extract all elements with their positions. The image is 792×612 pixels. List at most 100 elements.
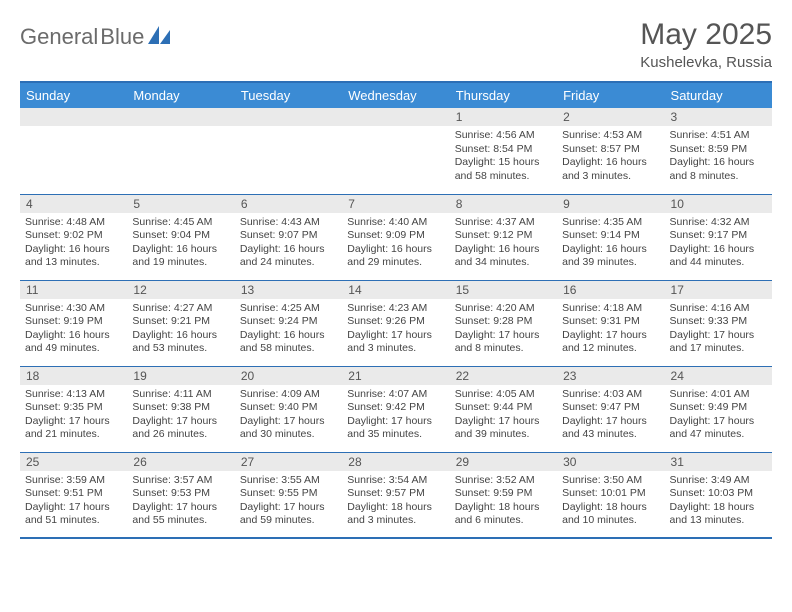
day-sunrise: Sunrise: 3:49 AM xyxy=(670,474,767,488)
day-sunset: Sunset: 9:28 PM xyxy=(455,315,552,329)
day-sunrise: Sunrise: 4:56 AM xyxy=(455,129,552,143)
day-number: 15 xyxy=(450,281,557,299)
day-daylight: Daylight: 16 hours and 8 minutes. xyxy=(670,156,767,183)
day-sunrise: Sunrise: 3:57 AM xyxy=(132,474,229,488)
day-data: Sunrise: 4:48 AMSunset: 9:02 PMDaylight:… xyxy=(20,213,127,274)
day-number xyxy=(127,108,234,126)
day-daylight: Daylight: 17 hours and 51 minutes. xyxy=(25,501,122,528)
day-sunrise: Sunrise: 4:18 AM xyxy=(562,302,659,316)
day-number: 28 xyxy=(342,453,449,471)
day-daylight: Daylight: 18 hours and 6 minutes. xyxy=(455,501,552,528)
brand-logo: GeneralBlue xyxy=(20,18,170,50)
day-daylight: Daylight: 16 hours and 13 minutes. xyxy=(25,243,122,270)
brand-text-1: General xyxy=(20,24,98,50)
day-sunset: Sunset: 9:51 PM xyxy=(25,487,122,501)
day-daylight: Daylight: 16 hours and 24 minutes. xyxy=(240,243,337,270)
day-number: 31 xyxy=(665,453,772,471)
weekday-header: Wednesday xyxy=(342,82,449,108)
calendar-cell: 9Sunrise: 4:35 AMSunset: 9:14 PMDaylight… xyxy=(557,194,664,280)
day-number: 23 xyxy=(557,367,664,385)
calendar-cell: 19Sunrise: 4:11 AMSunset: 9:38 PMDayligh… xyxy=(127,366,234,452)
day-number: 30 xyxy=(557,453,664,471)
day-data: Sunrise: 4:56 AMSunset: 8:54 PMDaylight:… xyxy=(450,126,557,187)
day-number: 24 xyxy=(665,367,772,385)
weekday-header: Tuesday xyxy=(235,82,342,108)
calendar-cell: 3Sunrise: 4:51 AMSunset: 8:59 PMDaylight… xyxy=(665,108,772,194)
calendar-cell: 28Sunrise: 3:54 AMSunset: 9:57 PMDayligh… xyxy=(342,452,449,538)
day-data: Sunrise: 4:05 AMSunset: 9:44 PMDaylight:… xyxy=(450,385,557,446)
weekday-header: Sunday xyxy=(20,82,127,108)
day-number: 29 xyxy=(450,453,557,471)
day-daylight: Daylight: 18 hours and 13 minutes. xyxy=(670,501,767,528)
day-sunrise: Sunrise: 4:09 AM xyxy=(240,388,337,402)
day-number: 27 xyxy=(235,453,342,471)
day-data: Sunrise: 4:18 AMSunset: 9:31 PMDaylight:… xyxy=(557,299,664,360)
day-number: 17 xyxy=(665,281,772,299)
calendar-cell: 2Sunrise: 4:53 AMSunset: 8:57 PMDaylight… xyxy=(557,108,664,194)
day-daylight: Daylight: 17 hours and 47 minutes. xyxy=(670,415,767,442)
day-number: 8 xyxy=(450,195,557,213)
day-number: 14 xyxy=(342,281,449,299)
calendar-cell: 18Sunrise: 4:13 AMSunset: 9:35 PMDayligh… xyxy=(20,366,127,452)
calendar-cell: 13Sunrise: 4:25 AMSunset: 9:24 PMDayligh… xyxy=(235,280,342,366)
day-sunset: Sunset: 9:33 PM xyxy=(670,315,767,329)
day-sunset: Sunset: 9:21 PM xyxy=(132,315,229,329)
day-sunset: Sunset: 9:57 PM xyxy=(347,487,444,501)
day-number: 26 xyxy=(127,453,234,471)
calendar-cell: 20Sunrise: 4:09 AMSunset: 9:40 PMDayligh… xyxy=(235,366,342,452)
calendar-cell: 5Sunrise: 4:45 AMSunset: 9:04 PMDaylight… xyxy=(127,194,234,280)
day-daylight: Daylight: 16 hours and 34 minutes. xyxy=(455,243,552,270)
day-data: Sunrise: 4:11 AMSunset: 9:38 PMDaylight:… xyxy=(127,385,234,446)
day-number: 25 xyxy=(20,453,127,471)
calendar-cell: 30Sunrise: 3:50 AMSunset: 10:01 PMDaylig… xyxy=(557,452,664,538)
day-sunrise: Sunrise: 4:40 AM xyxy=(347,216,444,230)
calendar-cell: 14Sunrise: 4:23 AMSunset: 9:26 PMDayligh… xyxy=(342,280,449,366)
calendar-body: 1Sunrise: 4:56 AMSunset: 8:54 PMDaylight… xyxy=(20,108,772,538)
day-sunset: Sunset: 10:03 PM xyxy=(670,487,767,501)
day-sunset: Sunset: 9:47 PM xyxy=(562,401,659,415)
weekday-header: Saturday xyxy=(665,82,772,108)
day-daylight: Daylight: 18 hours and 10 minutes. xyxy=(562,501,659,528)
day-sunset: Sunset: 9:53 PM xyxy=(132,487,229,501)
day-sunrise: Sunrise: 4:20 AM xyxy=(455,302,552,316)
day-data: Sunrise: 3:54 AMSunset: 9:57 PMDaylight:… xyxy=(342,471,449,532)
day-number: 3 xyxy=(665,108,772,126)
calendar-week: 18Sunrise: 4:13 AMSunset: 9:35 PMDayligh… xyxy=(20,366,772,452)
day-sunrise: Sunrise: 4:03 AM xyxy=(562,388,659,402)
calendar-cell: 23Sunrise: 4:03 AMSunset: 9:47 PMDayligh… xyxy=(557,366,664,452)
day-sunset: Sunset: 9:40 PM xyxy=(240,401,337,415)
calendar-week: 1Sunrise: 4:56 AMSunset: 8:54 PMDaylight… xyxy=(20,108,772,194)
calendar-cell: 16Sunrise: 4:18 AMSunset: 9:31 PMDayligh… xyxy=(557,280,664,366)
calendar-cell: 10Sunrise: 4:32 AMSunset: 9:17 PMDayligh… xyxy=(665,194,772,280)
day-sunset: Sunset: 8:54 PM xyxy=(455,143,552,157)
calendar-cell: 27Sunrise: 3:55 AMSunset: 9:55 PMDayligh… xyxy=(235,452,342,538)
day-number: 18 xyxy=(20,367,127,385)
day-daylight: Daylight: 17 hours and 55 minutes. xyxy=(132,501,229,528)
day-sunrise: Sunrise: 4:32 AM xyxy=(670,216,767,230)
day-daylight: Daylight: 15 hours and 58 minutes. xyxy=(455,156,552,183)
day-number: 9 xyxy=(557,195,664,213)
day-number: 6 xyxy=(235,195,342,213)
day-sunrise: Sunrise: 4:27 AM xyxy=(132,302,229,316)
day-daylight: Daylight: 17 hours and 26 minutes. xyxy=(132,415,229,442)
title-block: May 2025 Kushelevka, Russia xyxy=(640,18,772,71)
calendar-cell: 6Sunrise: 4:43 AMSunset: 9:07 PMDaylight… xyxy=(235,194,342,280)
day-sunrise: Sunrise: 3:59 AM xyxy=(25,474,122,488)
day-sunrise: Sunrise: 3:52 AM xyxy=(455,474,552,488)
calendar-week: 11Sunrise: 4:30 AMSunset: 9:19 PMDayligh… xyxy=(20,280,772,366)
day-daylight: Daylight: 16 hours and 3 minutes. xyxy=(562,156,659,183)
day-daylight: Daylight: 17 hours and 59 minutes. xyxy=(240,501,337,528)
day-sunset: Sunset: 9:09 PM xyxy=(347,229,444,243)
day-sunset: Sunset: 9:35 PM xyxy=(25,401,122,415)
day-sunset: Sunset: 9:07 PM xyxy=(240,229,337,243)
day-sunrise: Sunrise: 4:01 AM xyxy=(670,388,767,402)
day-sunrise: Sunrise: 3:55 AM xyxy=(240,474,337,488)
calendar-cell: 29Sunrise: 3:52 AMSunset: 9:59 PMDayligh… xyxy=(450,452,557,538)
day-number: 10 xyxy=(665,195,772,213)
day-daylight: Daylight: 17 hours and 39 minutes. xyxy=(455,415,552,442)
day-sunset: Sunset: 9:26 PM xyxy=(347,315,444,329)
day-daylight: Daylight: 16 hours and 58 minutes. xyxy=(240,329,337,356)
day-number: 2 xyxy=(557,108,664,126)
day-data: Sunrise: 4:01 AMSunset: 9:49 PMDaylight:… xyxy=(665,385,772,446)
day-daylight: Daylight: 17 hours and 30 minutes. xyxy=(240,415,337,442)
